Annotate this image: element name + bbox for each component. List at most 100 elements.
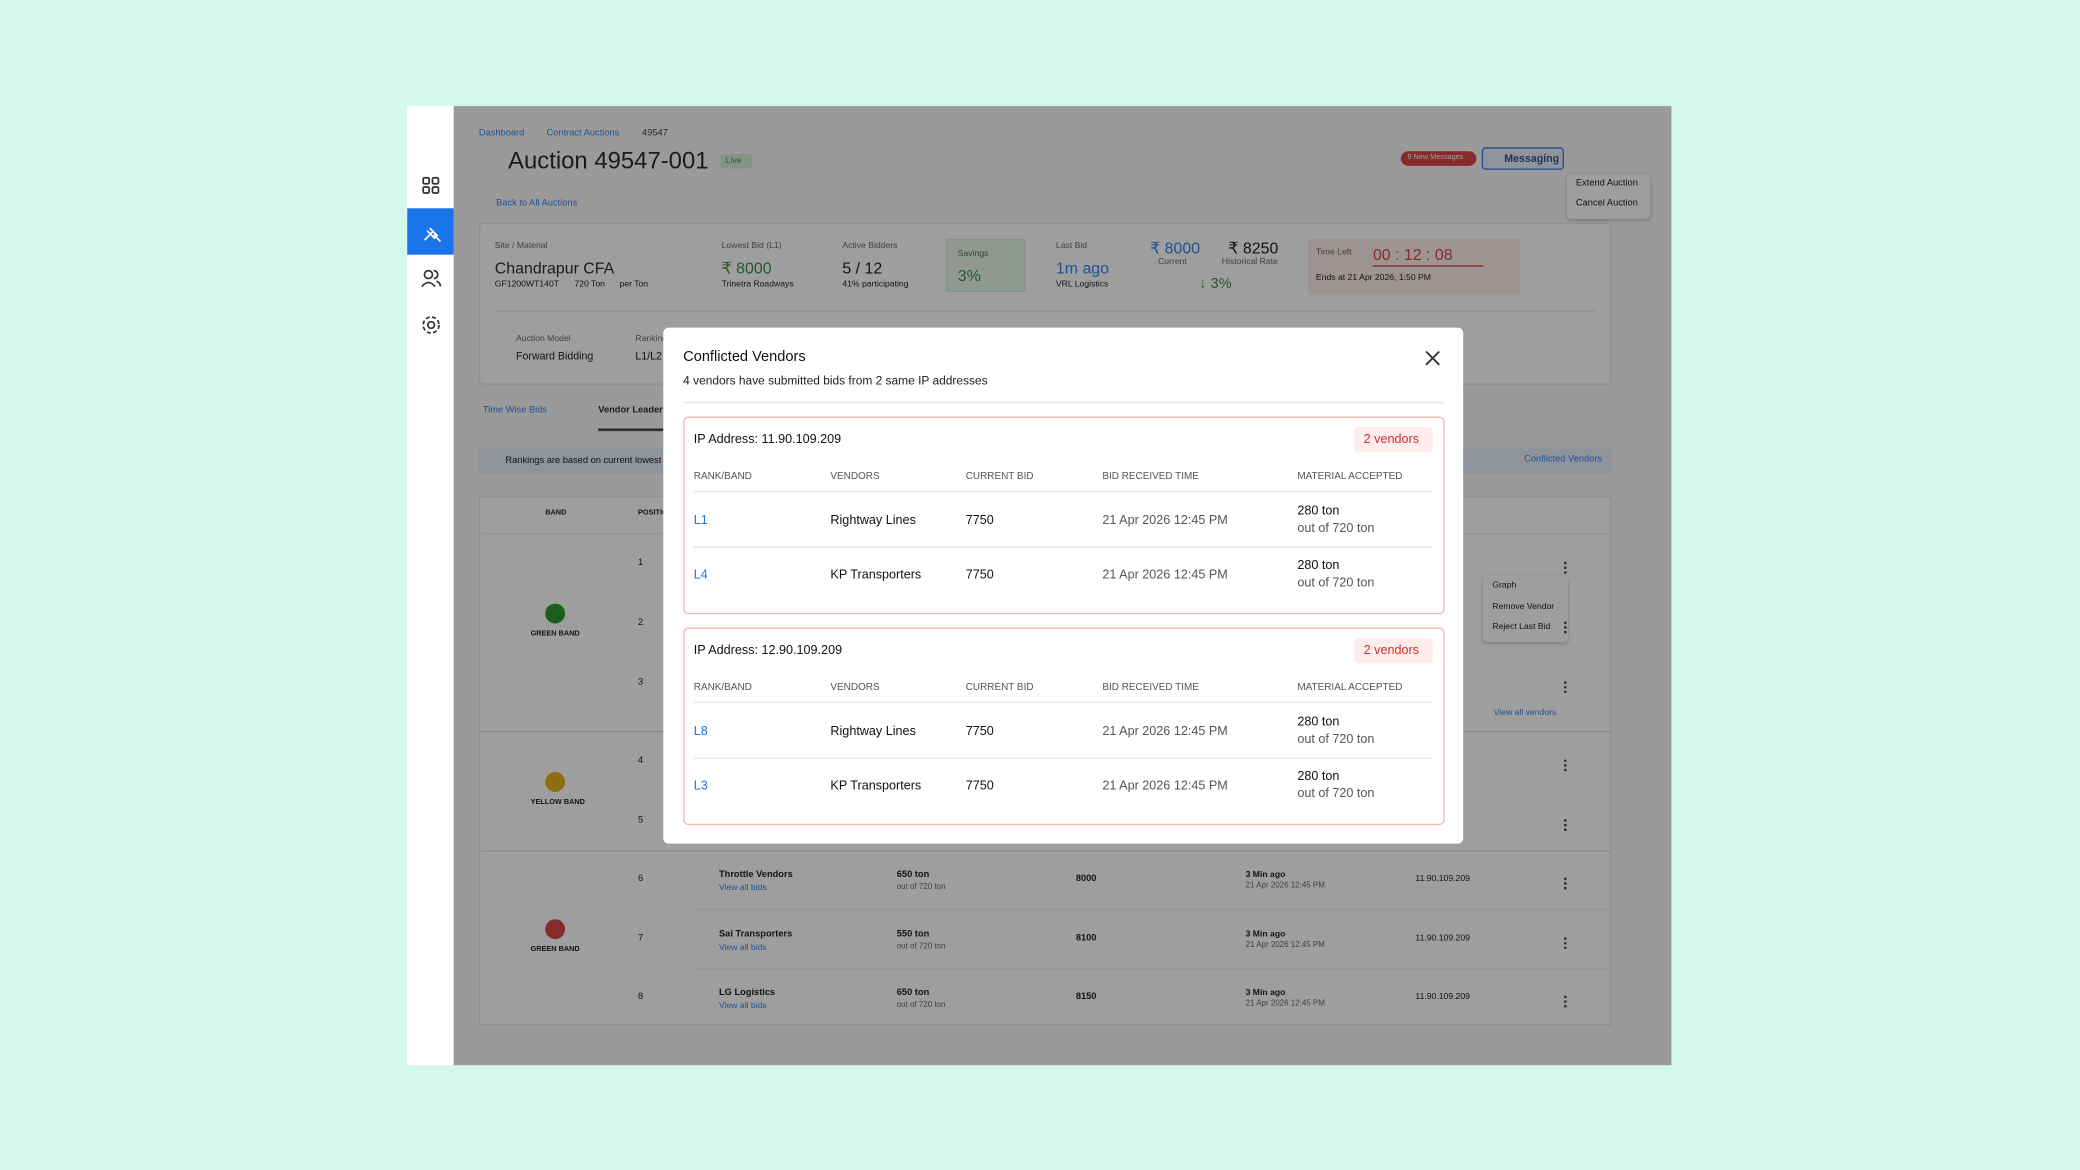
text: 00 : 12 : 08 (1372, 245, 1453, 264)
kebab[interactable] (1563, 933, 1568, 950)
row-line (692, 968, 1611, 970)
icon-dashboard[interactable] (422, 176, 440, 194)
kebab[interactable] (1563, 991, 1568, 1008)
band-dot (545, 919, 566, 940)
tab-underline (598, 428, 678, 432)
close-button[interactable] (1425, 350, 1441, 366)
bid: 7750 (965, 513, 994, 528)
menu-item[interactable]: Cancel Auction (1575, 198, 1638, 209)
vendor-count: 2 vendors (1363, 432, 1420, 448)
menu-item[interactable]: Reject Last Bid (1492, 622, 1551, 632)
breadcrumb[interactable]: Contract Auctions (546, 128, 620, 138)
position: 5 (638, 815, 644, 826)
ip: 11.90.109.209 (1415, 992, 1470, 1002)
text: Ends at 21 Apr 2026, 1:50 PM (1315, 273, 1431, 283)
text: VRL Logistics (1055, 279, 1109, 290)
position: 1 (638, 558, 644, 568)
bid: 8100 (1075, 933, 1097, 944)
kebab[interactable] (1563, 755, 1568, 772)
menu-item[interactable]: Extend Auction (1575, 179, 1638, 189)
time: 3 Min ago (1245, 988, 1286, 998)
text: Current (1158, 257, 1187, 267)
position: 2 (638, 618, 644, 628)
view-bids[interactable]: View all bids (718, 943, 767, 953)
menu-item[interactable]: Graph (1492, 581, 1517, 591)
view-bids[interactable]: View all bids (718, 883, 767, 893)
quantity-of: out of 720 ton (896, 1001, 946, 1010)
menu-item[interactable]: Remove Vendor (1492, 602, 1555, 612)
messaging-label[interactable]: Messaging (1504, 152, 1560, 165)
material-of: out of 720 ton (1297, 786, 1375, 802)
material-of: out of 720 ton (1297, 575, 1375, 591)
view-all[interactable]: View all vendors (1493, 708, 1557, 718)
tab[interactable]: Time Wise Bids (482, 405, 548, 416)
material: 280 ton (1297, 714, 1340, 730)
kebab[interactable] (1563, 617, 1568, 634)
text: ₹ 8000 (1150, 238, 1201, 258)
ip: 11.90.109.209 (1415, 874, 1470, 884)
kebab[interactable] (1563, 873, 1568, 890)
rank[interactable]: L1 (693, 513, 708, 528)
icon-settings[interactable] (422, 316, 440, 334)
position: 3 (638, 677, 644, 688)
vendor: KP Transporters (830, 567, 922, 583)
tab[interactable]: Vendor Leaderboard (598, 405, 689, 416)
kebab[interactable] (1563, 557, 1568, 574)
rank[interactable]: L8 (693, 724, 708, 739)
icon-users[interactable] (421, 269, 442, 288)
text: Trinetra Roadways (721, 279, 794, 290)
time: 21 Apr 2026 12:45 PM (1102, 724, 1228, 739)
kebab[interactable] (1563, 677, 1568, 694)
text: L1/L2 (635, 350, 662, 363)
kebab[interactable] (1563, 814, 1568, 832)
text: 5 / 12 (842, 258, 883, 278)
rank[interactable]: L4 (693, 567, 708, 583)
divider (494, 310, 1596, 312)
text: Site / Material (494, 241, 548, 251)
material: 280 ton (1297, 558, 1340, 574)
column-header: VENDORS (830, 680, 880, 693)
text: Auction Model (516, 334, 571, 344)
column-header: RANK/BAND (693, 469, 752, 482)
sidebar-icons (421, 176, 442, 334)
time: 3 Min ago (1245, 929, 1286, 940)
ip: 11.90.109.209 (1415, 933, 1470, 944)
view-bids[interactable]: View all bids (718, 1001, 767, 1011)
messages-count[interactable]: 9 New Messages (1407, 153, 1464, 162)
messaging-button[interactable] (1481, 147, 1564, 170)
rank[interactable]: L3 (693, 778, 708, 794)
text: ₹ 8250 (1228, 238, 1279, 258)
conflicted-link[interactable]: Conflicted Vendors (1524, 454, 1603, 465)
vendor: Sai Transporters (718, 929, 793, 940)
text: Active Bidders (842, 241, 898, 251)
modal-subtitle: 4 vendors have submitted bids from 2 sam… (683, 374, 988, 388)
band-label: GREEN BAND (530, 630, 580, 639)
text: Ranking (635, 334, 668, 344)
messages-pill[interactable] (1400, 151, 1477, 166)
time: 21 Apr 2026 12:45 PM (1102, 567, 1228, 583)
text: Savings (957, 249, 989, 259)
column-header: VENDORS (830, 469, 880, 482)
text: GF1200WT140T (494, 279, 560, 290)
modal-divider (683, 401, 1445, 404)
sidebar-active[interactable] (407, 208, 454, 255)
band-line (480, 850, 1611, 852)
icon-auction[interactable] (423, 227, 442, 243)
quantity-of: out of 720 ton (896, 943, 946, 952)
back-link[interactable]: Back to All Auctions (496, 198, 578, 209)
text: Chandrapur CFA (494, 258, 615, 278)
material: 280 ton (1297, 504, 1340, 519)
text: per Ton (619, 279, 649, 290)
time: 21 Apr 2026 12:45 PM (1102, 778, 1228, 794)
column-header: MATERIAL ACCEPTED (1297, 469, 1403, 482)
bid: 7750 (965, 778, 994, 794)
modal-title: Conflicted Vendors (683, 348, 806, 365)
quantity: 650 ton (896, 870, 930, 880)
text: 3% (957, 266, 981, 286)
live-badge (720, 153, 753, 169)
header-menu (1566, 173, 1651, 219)
ip-address: IP Address: 12.90.109.209 (693, 643, 843, 658)
breadcrumb[interactable]: Dashboard (478, 128, 525, 138)
vendor: Rightway Lines (830, 724, 916, 739)
text: 720 Ton (574, 279, 605, 290)
